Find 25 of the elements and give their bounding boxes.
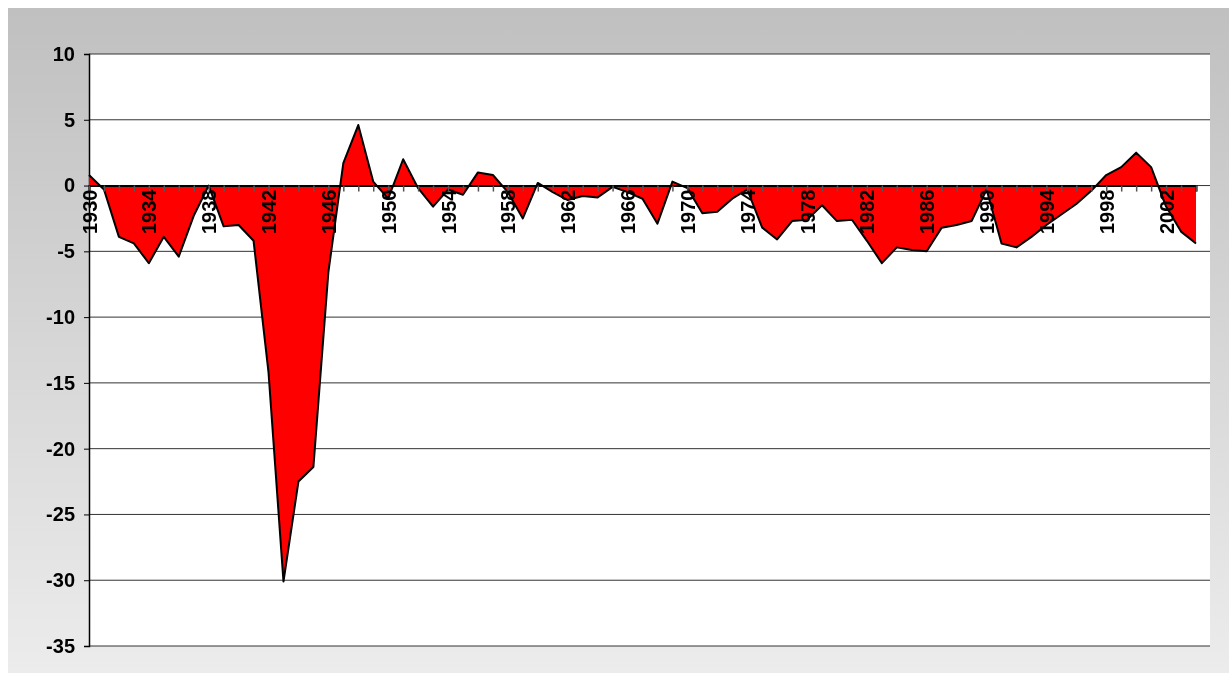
- y-tick-label: -10: [46, 306, 75, 329]
- x-tick-label: 1982: [856, 189, 879, 235]
- x-tick-label: 1954: [437, 188, 460, 235]
- x-tick-label: 1994: [1035, 188, 1058, 235]
- y-tick-label: -30: [46, 569, 75, 592]
- x-tick-label: 1950: [377, 189, 400, 235]
- x-tick-label: 1986: [916, 189, 939, 235]
- x-tick-label: 1966: [617, 189, 640, 235]
- x-tick-label: 1942: [258, 189, 281, 235]
- x-tick-label: 1970: [676, 189, 699, 235]
- x-tick-label: 1974: [736, 188, 759, 235]
- x-tick-label: 1958: [497, 189, 520, 235]
- y-tick-label: 5: [63, 108, 75, 131]
- x-tick-label: 1978: [796, 189, 819, 235]
- y-tick-label: -15: [46, 371, 75, 394]
- y-tick-label: -20: [46, 437, 75, 460]
- y-tick-label: -25: [46, 503, 75, 526]
- y-tick-label: 10: [52, 42, 75, 65]
- y-tick-label: 0: [63, 174, 75, 197]
- y-tick-label: -35: [46, 634, 75, 657]
- x-tick-label: 1962: [557, 189, 580, 235]
- x-tick-label: 1946: [317, 189, 340, 235]
- x-tick-label: 1998: [1095, 189, 1118, 235]
- x-tick-label: 1934: [138, 188, 161, 235]
- y-tick-label: -5: [57, 240, 75, 263]
